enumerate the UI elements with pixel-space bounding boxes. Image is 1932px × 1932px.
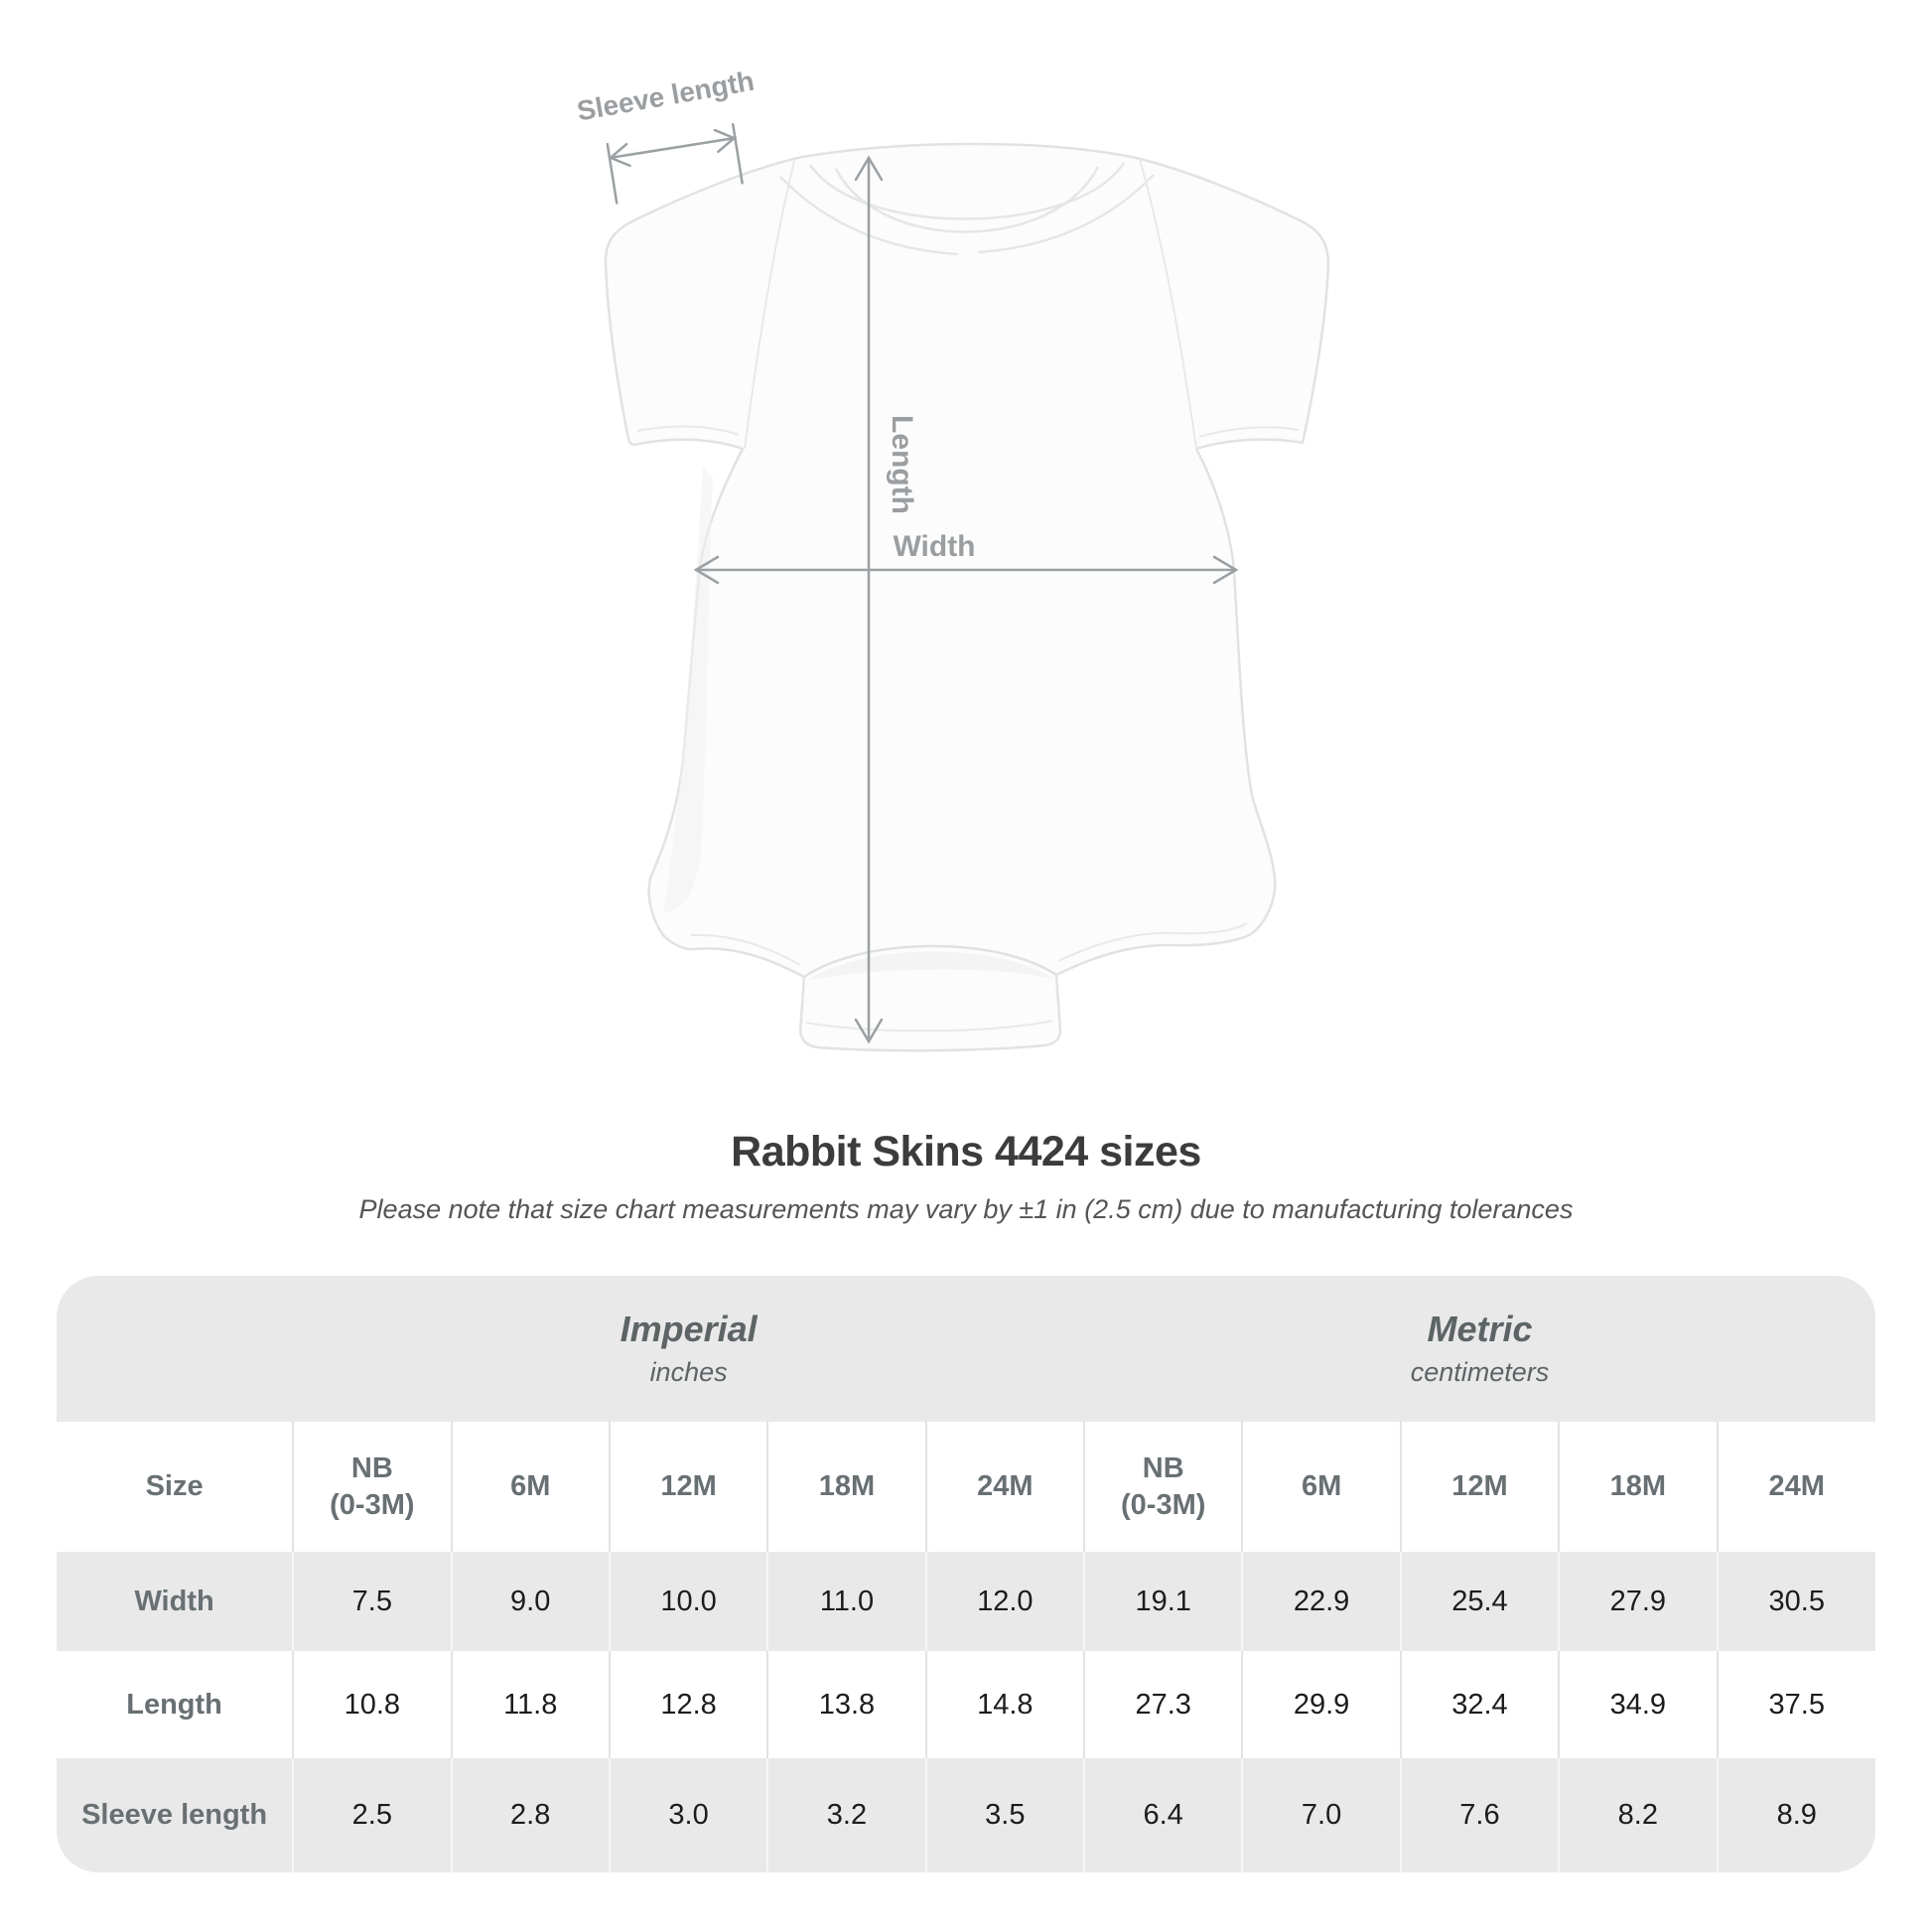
sleeve-length-arrow: [606, 122, 744, 205]
column-header: 18M: [766, 1422, 926, 1552]
column-header: 24M: [924, 1422, 1085, 1552]
size-value-cell: 25.4: [1399, 1552, 1560, 1651]
imperial-label: Imperial: [620, 1309, 758, 1350]
bodysuit-illustration: [604, 142, 1330, 1052]
metric-unit: centimeters: [1410, 1356, 1550, 1387]
column-header: 12M: [608, 1422, 768, 1552]
row-label: Length: [57, 1651, 294, 1758]
bodysuit-silhouette: [604, 142, 1330, 1052]
size-value-cell: 9.0: [450, 1552, 610, 1651]
table-row-width: Width 7.5 9.0 10.0 11.0 12.0 19.1 22.9 2…: [57, 1552, 1875, 1651]
neckline-detail: [779, 162, 1155, 256]
row-label: Width: [57, 1552, 294, 1651]
size-corner-header: Size: [57, 1422, 294, 1552]
metric-label: Metric: [1427, 1309, 1533, 1350]
column-header-row: Size NB (0-3M) 6M 12M 18M 24M NB (0-3M) …: [57, 1422, 1875, 1552]
width-arrow: [693, 555, 1239, 585]
width-label: Width: [893, 530, 975, 563]
size-value-cell: 6.4: [1083, 1758, 1243, 1872]
size-value-cell: 19.1: [1083, 1552, 1243, 1651]
unit-group-metric: Metric centimeters: [1084, 1276, 1875, 1422]
page-title: Rabbit Skins 4424 sizes: [731, 1128, 1201, 1175]
unit-band-row: Imperial inches Metric centimeters: [57, 1276, 1875, 1422]
column-header: 12M: [1399, 1422, 1560, 1552]
size-value-cell: 8.9: [1716, 1758, 1875, 1872]
size-value-cell: 34.9: [1558, 1651, 1718, 1758]
size-value-cell: 12.0: [924, 1552, 1085, 1651]
seam-detail: [636, 158, 1300, 1033]
size-value-cell: 11.8: [450, 1651, 610, 1758]
size-value-cell: 2.5: [292, 1758, 452, 1872]
size-value-cell: 29.9: [1241, 1651, 1401, 1758]
crotch-flap-edge: [803, 944, 1057, 979]
size-value-cell: 3.0: [608, 1758, 768, 1872]
table-row-length: Length 10.8 11.8 12.8 13.8 14.8 27.3 29.…: [57, 1651, 1875, 1758]
shading-left-side: [663, 467, 713, 913]
row-label: Sleeve length: [57, 1758, 294, 1872]
imperial-unit: inches: [649, 1356, 728, 1387]
size-value-cell: 11.0: [766, 1552, 926, 1651]
unit-group-imperial: Imperial inches: [293, 1276, 1085, 1422]
size-value-cell: 37.5: [1716, 1651, 1875, 1758]
column-header: NB (0-3M): [1083, 1422, 1243, 1552]
size-value-cell: 7.5: [292, 1552, 452, 1651]
size-value-cell: 10.8: [292, 1651, 452, 1758]
size-value-cell: 27.9: [1558, 1552, 1718, 1651]
size-value-cell: 3.5: [924, 1758, 1085, 1872]
size-value-cell: 30.5: [1716, 1552, 1875, 1651]
length-arrow: [854, 155, 884, 1044]
size-value-cell: 2.8: [450, 1758, 610, 1872]
size-value-cell: 8.2: [1558, 1758, 1718, 1872]
column-header: 6M: [450, 1422, 610, 1552]
size-value-cell: 32.4: [1399, 1651, 1560, 1758]
length-label: Length: [886, 415, 918, 514]
column-header: 18M: [1558, 1422, 1718, 1552]
column-header: 24M: [1716, 1422, 1875, 1552]
size-value-cell: 7.0: [1241, 1758, 1401, 1872]
size-table: Imperial inches Metric centimeters Size …: [57, 1276, 1875, 1872]
size-value-cell: 12.8: [608, 1651, 768, 1758]
table-row-sleeve-length: Sleeve length 2.5 2.8 3.0 3.2 3.5 6.4 7.…: [57, 1758, 1875, 1872]
size-value-cell: 14.8: [924, 1651, 1085, 1758]
sleeve-length-label: Sleeve length: [575, 66, 757, 127]
tolerance-note: Please note that size chart measurements…: [358, 1194, 1574, 1224]
size-value-cell: 22.9: [1241, 1552, 1401, 1651]
size-value-cell: 27.3: [1083, 1651, 1243, 1758]
column-header: NB (0-3M): [292, 1422, 452, 1552]
size-value-cell: 3.2: [766, 1758, 926, 1872]
size-value-cell: 10.0: [608, 1552, 768, 1651]
column-header: 6M: [1241, 1422, 1401, 1552]
garment-diagram: Sleeve length Length Width: [575, 66, 1330, 1052]
unit-band-corner: [57, 1276, 294, 1422]
size-value-cell: 13.8: [766, 1651, 926, 1758]
size-value-cell: 7.6: [1399, 1758, 1560, 1872]
